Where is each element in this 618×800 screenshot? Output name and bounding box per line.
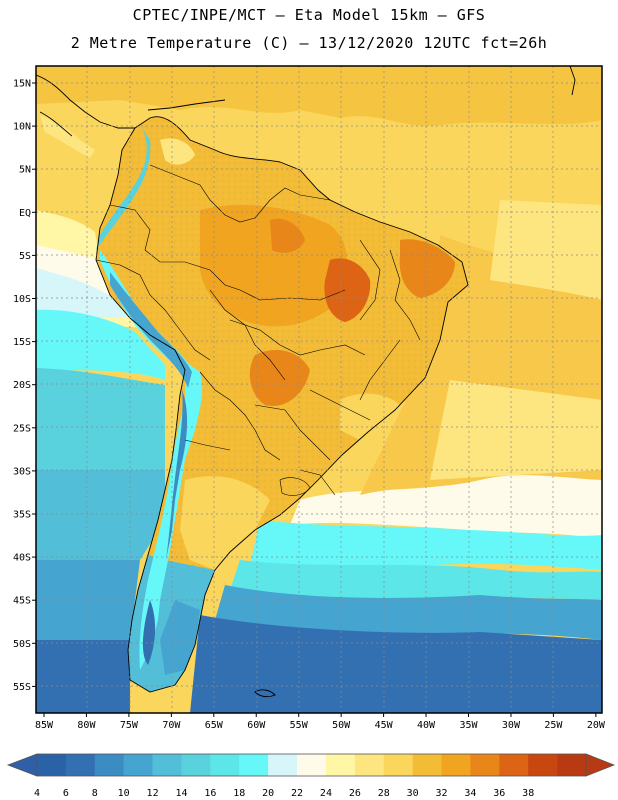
colorbar-swatch bbox=[557, 754, 587, 776]
lat-label: 35S bbox=[13, 510, 31, 521]
lon-label: 70W bbox=[162, 720, 181, 731]
colorbar-swatch bbox=[123, 754, 153, 776]
colorbar-swatch bbox=[528, 754, 558, 776]
lat-label: 5S bbox=[19, 251, 31, 262]
colorbar-swatch bbox=[297, 754, 327, 776]
graticule bbox=[36, 66, 602, 713]
lon-label: 80W bbox=[77, 720, 96, 731]
colorbar-tick-label: 32 bbox=[436, 788, 448, 799]
lat-label: 30S bbox=[13, 466, 31, 477]
colorbar-tick-label: 34 bbox=[464, 788, 476, 799]
lon-label: 25W bbox=[544, 720, 563, 731]
lat-label: 15S bbox=[13, 337, 31, 348]
colorbar-tick-label: 16 bbox=[204, 788, 216, 799]
colorbar-tick-label: 14 bbox=[175, 788, 187, 799]
lon-label: 40W bbox=[417, 720, 436, 731]
colorbar-tick-label: 8 bbox=[92, 788, 98, 799]
colorbar-tick-label: 26 bbox=[349, 788, 361, 799]
colorbar-swatch bbox=[65, 754, 96, 776]
colorbar-tick-label: 24 bbox=[320, 788, 332, 799]
colorbar-swatch bbox=[181, 754, 211, 776]
map-title-line2: 2 Metre Temperature (C) – 13/12/2020 12U… bbox=[70, 34, 548, 52]
colorbar: 4 6 8 10 12 14 16 18 20 22 24 26 28 30 32 34 36 38 bbox=[6, 753, 616, 799]
colorbar-tick-label: 20 bbox=[262, 788, 274, 799]
country-borders bbox=[95, 164, 421, 496]
colorbar-tick-label: 36 bbox=[493, 788, 505, 799]
colorbar-swatch bbox=[268, 754, 298, 776]
lon-label: 85W bbox=[35, 720, 54, 731]
lon-label: 30W bbox=[502, 720, 521, 731]
temperature-field bbox=[36, 66, 602, 713]
lat-label: 10S bbox=[13, 294, 31, 305]
colorbar-tick-label: 28 bbox=[378, 788, 390, 799]
map-frame bbox=[35, 65, 603, 714]
lon-label: 20W bbox=[587, 720, 606, 731]
colorbar-swatch bbox=[210, 754, 240, 776]
colorbar-tick-label: 18 bbox=[233, 788, 245, 799]
colorbar-tick-label: 30 bbox=[407, 788, 419, 799]
lon-label: 45W bbox=[375, 720, 394, 731]
colorbar-tick-label: 38 bbox=[522, 788, 534, 799]
colorbar-right-arrow bbox=[585, 753, 616, 777]
lat-label: 45S bbox=[13, 596, 31, 607]
lon-label: 35W bbox=[459, 720, 478, 731]
longitude-labels: 85W 80W 75W 70W 65W 60W 55W 50W 45W 40W 35W 30W 25W 2… bbox=[35, 713, 606, 731]
lat-label: 50S bbox=[13, 639, 31, 650]
lat-label: 15N bbox=[13, 79, 31, 90]
colorbar-swatch bbox=[499, 754, 529, 776]
colorbar-swatch bbox=[94, 754, 124, 776]
latitude-labels: 15N 10N 5N EQ 5S 10S 15S 20S 25S 30S 35S 40S 45S 50S 5… bbox=[13, 79, 36, 693]
lat-label: 10N bbox=[13, 122, 31, 133]
colorbar-swatch bbox=[354, 754, 385, 776]
lon-label: 60W bbox=[247, 720, 266, 731]
colorbar-swatch bbox=[441, 754, 471, 776]
colorbar-swatch bbox=[325, 754, 356, 776]
lon-label: 55W bbox=[290, 720, 309, 731]
colorbar-swatch bbox=[37, 754, 67, 776]
lat-label: EQ bbox=[19, 208, 31, 219]
lat-label: 5N bbox=[19, 165, 31, 176]
lat-label: 20S bbox=[13, 380, 31, 391]
colorbar-tick-label: 22 bbox=[291, 788, 303, 799]
lat-label: 55S bbox=[13, 682, 31, 693]
colorbar-swatch bbox=[470, 754, 500, 776]
colorbar-tick-label: 6 bbox=[63, 788, 69, 799]
coastlines bbox=[36, 66, 576, 698]
colorbar-left-arrow bbox=[6, 753, 38, 777]
colorbar-tick-label: 4 bbox=[34, 788, 40, 799]
lat-label: 40S bbox=[13, 553, 31, 564]
colorbar-tick-label: 10 bbox=[118, 788, 130, 799]
colorbar-swatch bbox=[152, 754, 182, 776]
lon-label: 50W bbox=[332, 720, 351, 731]
colorbar-swatch bbox=[412, 754, 442, 776]
lon-label: 65W bbox=[205, 720, 224, 731]
map-title-line1: CPTEC/INPE/MCT – Eta Model 15km – GFS bbox=[132, 6, 486, 24]
lat-label: 25S bbox=[13, 423, 31, 434]
colorbar-tick-label: 12 bbox=[147, 788, 159, 799]
colorbar-swatch bbox=[239, 754, 269, 776]
lon-label: 75W bbox=[120, 720, 139, 731]
colorbar-swatch bbox=[383, 754, 413, 776]
colorbar-frame bbox=[36, 753, 587, 777]
